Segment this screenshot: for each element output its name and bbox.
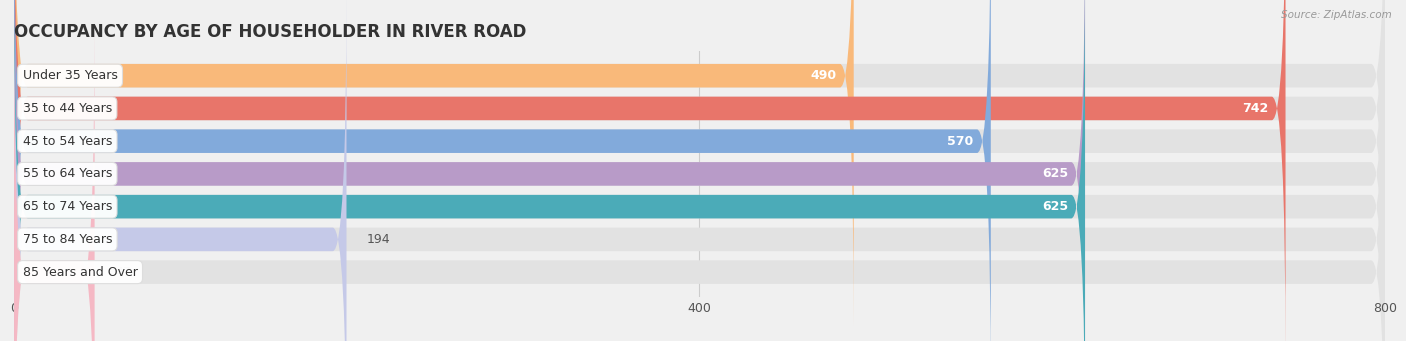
- Text: 65 to 74 Years: 65 to 74 Years: [22, 200, 112, 213]
- Text: Under 35 Years: Under 35 Years: [22, 69, 118, 82]
- FancyBboxPatch shape: [14, 0, 991, 341]
- FancyBboxPatch shape: [14, 0, 1285, 341]
- FancyBboxPatch shape: [14, 0, 1385, 341]
- Text: 85 Years and Over: 85 Years and Over: [22, 266, 138, 279]
- Text: 194: 194: [367, 233, 391, 246]
- Text: 35 to 44 Years: 35 to 44 Years: [22, 102, 112, 115]
- FancyBboxPatch shape: [14, 0, 1385, 341]
- FancyBboxPatch shape: [14, 0, 1085, 341]
- FancyBboxPatch shape: [14, 0, 1385, 326]
- Text: 570: 570: [948, 135, 973, 148]
- Text: 625: 625: [1042, 167, 1069, 180]
- Text: 625: 625: [1042, 200, 1069, 213]
- Text: 45 to 54 Years: 45 to 54 Years: [22, 135, 112, 148]
- Text: Source: ZipAtlas.com: Source: ZipAtlas.com: [1281, 10, 1392, 20]
- FancyBboxPatch shape: [14, 0, 853, 326]
- FancyBboxPatch shape: [14, 22, 94, 341]
- Text: 47: 47: [115, 266, 131, 279]
- Text: 55 to 64 Years: 55 to 64 Years: [22, 167, 112, 180]
- Text: OCCUPANCY BY AGE OF HOUSEHOLDER IN RIVER ROAD: OCCUPANCY BY AGE OF HOUSEHOLDER IN RIVER…: [14, 23, 526, 41]
- Text: 75 to 84 Years: 75 to 84 Years: [22, 233, 112, 246]
- FancyBboxPatch shape: [14, 0, 1385, 341]
- FancyBboxPatch shape: [14, 0, 346, 341]
- FancyBboxPatch shape: [14, 22, 1385, 341]
- FancyBboxPatch shape: [14, 0, 1385, 341]
- Text: 742: 742: [1241, 102, 1268, 115]
- FancyBboxPatch shape: [14, 0, 1085, 341]
- Text: 490: 490: [810, 69, 837, 82]
- FancyBboxPatch shape: [14, 0, 1385, 341]
